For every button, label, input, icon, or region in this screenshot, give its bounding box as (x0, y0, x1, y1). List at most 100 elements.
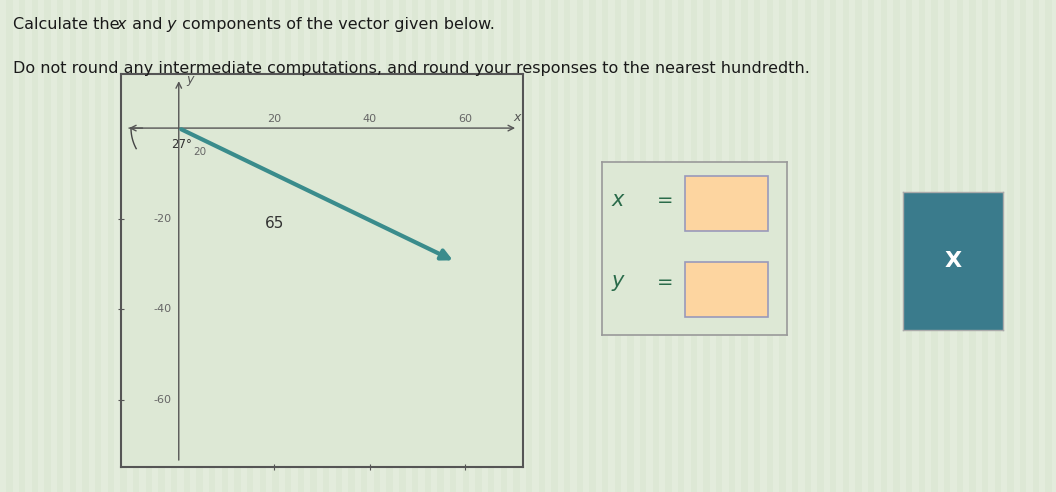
Bar (685, 176, 768, 231)
Bar (304, 0, 310, 492)
Bar (685, 262, 768, 317)
Bar (596, 0, 602, 492)
Bar (507, 0, 513, 492)
Bar (38, 0, 44, 492)
Bar (798, 0, 805, 492)
Text: -40: -40 (153, 304, 172, 314)
Bar (558, 0, 564, 492)
Bar (646, 0, 653, 492)
Bar (203, 0, 209, 492)
Text: -20: -20 (153, 214, 172, 223)
Bar (469, 0, 475, 492)
Bar (101, 0, 108, 492)
Bar (444, 0, 450, 492)
Bar (697, 0, 703, 492)
Bar (684, 0, 691, 492)
Bar (355, 0, 361, 492)
Bar (938, 0, 944, 492)
Bar (25, 0, 32, 492)
Bar (114, 0, 120, 492)
Bar (177, 0, 184, 492)
Bar (1039, 0, 1045, 492)
Bar (418, 0, 425, 492)
Bar (279, 0, 285, 492)
Bar (735, 0, 741, 492)
Bar (152, 0, 158, 492)
Text: =: = (657, 191, 674, 210)
Text: y: y (186, 73, 193, 86)
Bar (786, 0, 792, 492)
Text: components of the vector given below.: components of the vector given below. (177, 17, 495, 32)
Bar (342, 0, 348, 492)
Bar (380, 0, 386, 492)
Bar (862, 0, 868, 492)
Text: 65: 65 (265, 215, 284, 231)
Bar (621, 0, 627, 492)
Text: x: x (513, 111, 521, 124)
Bar (836, 0, 843, 492)
Bar (887, 0, 893, 492)
Bar (925, 0, 931, 492)
Text: y: y (167, 17, 176, 32)
Text: X: X (944, 251, 962, 271)
Bar (0, 0, 6, 492)
Bar (291, 0, 298, 492)
Bar (456, 0, 463, 492)
Text: and: and (127, 17, 167, 32)
Bar (329, 0, 336, 492)
Bar (1052, 0, 1056, 492)
Bar (406, 0, 412, 492)
Bar (127, 0, 133, 492)
Bar (63, 0, 70, 492)
Bar (1001, 0, 1007, 492)
Bar (874, 0, 881, 492)
Bar (253, 0, 260, 492)
Bar (988, 0, 995, 492)
Bar (773, 0, 779, 492)
Text: Do not round any intermediate computations, and round your responses to the near: Do not round any intermediate computatio… (13, 62, 810, 76)
Bar (520, 0, 526, 492)
Text: 60: 60 (458, 114, 472, 123)
Bar (241, 0, 247, 492)
Bar (139, 0, 146, 492)
Bar (13, 0, 19, 492)
Bar (1026, 0, 1033, 492)
Text: $x$: $x$ (611, 190, 626, 210)
Text: Calculate the: Calculate the (13, 17, 125, 32)
Text: 40: 40 (363, 114, 377, 123)
Bar (912, 0, 919, 492)
Bar (634, 0, 640, 492)
Text: 20: 20 (193, 147, 206, 157)
Bar (659, 0, 665, 492)
Bar (672, 0, 678, 492)
Bar (963, 0, 969, 492)
Bar (710, 0, 716, 492)
Bar (748, 0, 754, 492)
Bar (215, 0, 222, 492)
Text: 20: 20 (267, 114, 281, 123)
Bar (76, 0, 82, 492)
Bar (811, 0, 817, 492)
Text: =: = (657, 274, 674, 292)
Bar (190, 0, 196, 492)
Bar (431, 0, 437, 492)
Bar (51, 0, 57, 492)
Text: x: x (116, 17, 126, 32)
Bar (722, 0, 729, 492)
Bar (824, 0, 830, 492)
Bar (545, 0, 551, 492)
Bar (482, 0, 488, 492)
Bar (608, 0, 615, 492)
Bar (583, 0, 589, 492)
Bar (89, 0, 95, 492)
Bar (976, 0, 982, 492)
Bar (266, 0, 272, 492)
Bar (900, 0, 906, 492)
Bar (393, 0, 399, 492)
Bar (760, 0, 767, 492)
Text: -60: -60 (153, 395, 172, 404)
Bar (849, 0, 855, 492)
Bar (494, 0, 501, 492)
Bar (317, 0, 323, 492)
Bar (165, 0, 171, 492)
